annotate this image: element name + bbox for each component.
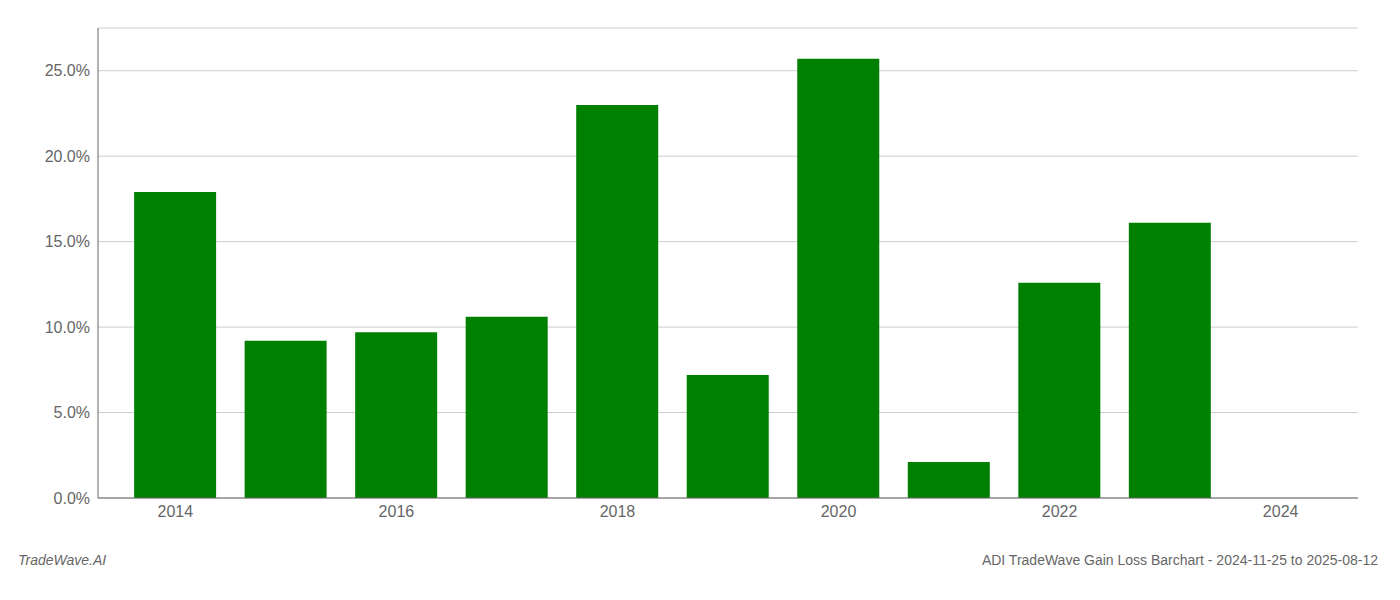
svg-text:10.0%: 10.0% <box>45 319 90 336</box>
svg-text:15.0%: 15.0% <box>45 233 90 250</box>
svg-text:25.0%: 25.0% <box>45 62 90 79</box>
svg-text:2016: 2016 <box>379 503 415 520</box>
svg-text:2020: 2020 <box>821 503 857 520</box>
html-text:TradeWave.AI: TradeWave.AI <box>18 552 107 568</box>
svg-text:2022: 2022 <box>1042 503 1078 520</box>
svg-text:2014: 2014 <box>158 503 194 520</box>
html-text:ADI TradeWave Gain Loss Barcha: ADI TradeWave Gain Loss Barchart - 2024-… <box>981 552 1378 568</box>
svg-text:2018: 2018 <box>600 503 636 520</box>
svg-text:0.0%: 0.0% <box>54 490 90 507</box>
svg-text:5.0%: 5.0% <box>54 404 90 421</box>
svg-text:20.0%: 20.0% <box>45 148 90 165</box>
svg-text:2024: 2024 <box>1263 503 1299 520</box>
